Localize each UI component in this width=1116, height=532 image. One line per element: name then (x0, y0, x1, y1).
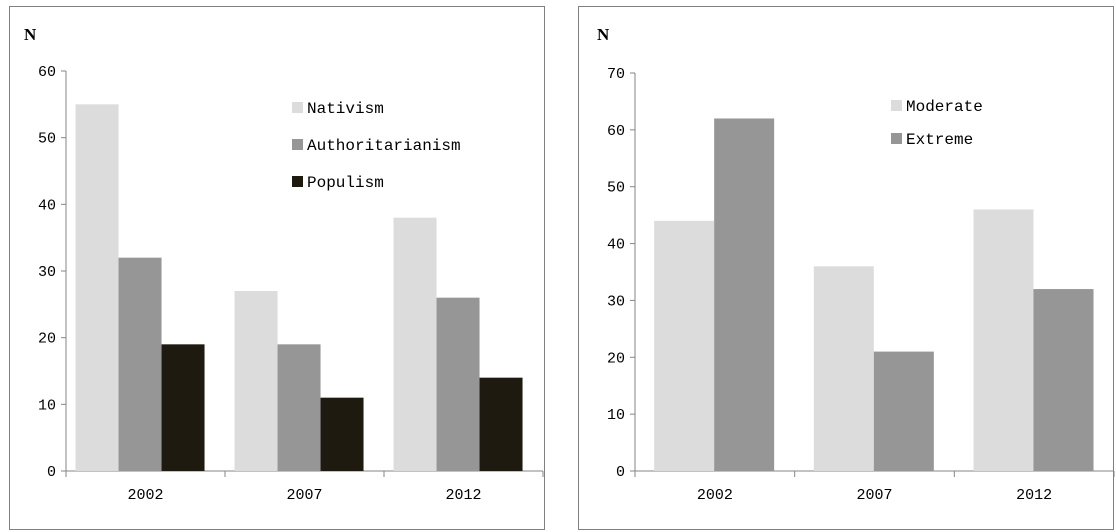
y-tick-label: 60 (38, 64, 56, 81)
x-tick-label: 2007 (856, 487, 892, 504)
bar-moderate-2002 (654, 220, 715, 471)
bar-populism-2012 (479, 377, 523, 471)
bar-chart-left: N 0 10 20 30 40 50 60 2002 2007 2012 Nativism Author… (24, 25, 544, 504)
y-tick-label: 10 (38, 397, 56, 414)
y-tick-label: 60 (607, 123, 625, 140)
bar-extreme-2002 (714, 118, 775, 471)
legend-label-populism: Populism (307, 174, 384, 192)
bar-nativism-2002 (75, 104, 119, 471)
bar-moderate-2012 (973, 209, 1034, 471)
legend-swatch-extreme (891, 133, 902, 144)
legend-label-extreme: Extreme (906, 131, 973, 149)
y-tick-label: 70 (607, 66, 625, 83)
y-axis-label: N (597, 25, 610, 44)
bar-populism-2007 (320, 397, 364, 471)
y-tick-label: 50 (38, 131, 56, 148)
legend-label-moderate: Moderate (906, 98, 983, 116)
x-tick-label: 2002 (697, 487, 733, 504)
bar-extreme-2007 (873, 351, 934, 471)
legend-label-authoritarianism: Authoritarianism (307, 137, 461, 155)
x-tick-label: 2007 (286, 487, 322, 504)
y-tick-label: 20 (607, 350, 625, 367)
bar-nativism-2012 (393, 217, 437, 471)
legend-label-nativism: Nativism (307, 100, 384, 118)
y-tick-label: 30 (38, 264, 56, 281)
y-tick-label: 10 (607, 407, 625, 424)
y-tick-label: 0 (616, 464, 625, 481)
bar-authoritarianism-2002 (118, 257, 162, 471)
bar-extreme-2012 (1033, 289, 1094, 471)
y-tick-label: 0 (47, 464, 56, 481)
x-tick-label: 2002 (127, 487, 163, 504)
bar-nativism-2007 (234, 291, 278, 471)
x-tick-label: 2012 (445, 487, 481, 504)
bar-populism-2002 (161, 344, 205, 471)
y-tick-label: 50 (607, 180, 625, 197)
bar-authoritarianism-2007 (277, 344, 321, 471)
chart-panel-left: N 0 10 20 30 40 50 60 2002 2007 2012 Nativism Author… (9, 6, 545, 530)
bar-chart-right: N 0 10 20 30 40 50 60 70 2002 2007 2012 Moderate Extr… (597, 25, 1115, 504)
legend-swatch-authoritarianism (292, 139, 303, 150)
chart-panel-right: N 0 10 20 30 40 50 60 70 2002 2007 2012 Moderate Extr… (578, 6, 1115, 530)
bar-authoritarianism-2012 (436, 297, 480, 471)
bar-moderate-2007 (813, 266, 874, 471)
legend-swatch-moderate (891, 100, 902, 111)
y-tick-label: 20 (38, 331, 56, 348)
y-tick-label: 30 (607, 293, 625, 310)
legend-swatch-populism (292, 176, 303, 187)
legend-swatch-nativism (292, 102, 303, 113)
y-tick-label: 40 (607, 237, 625, 254)
x-tick-label: 2012 (1016, 487, 1052, 504)
y-tick-label: 40 (38, 197, 56, 214)
y-axis-label: N (24, 25, 37, 44)
